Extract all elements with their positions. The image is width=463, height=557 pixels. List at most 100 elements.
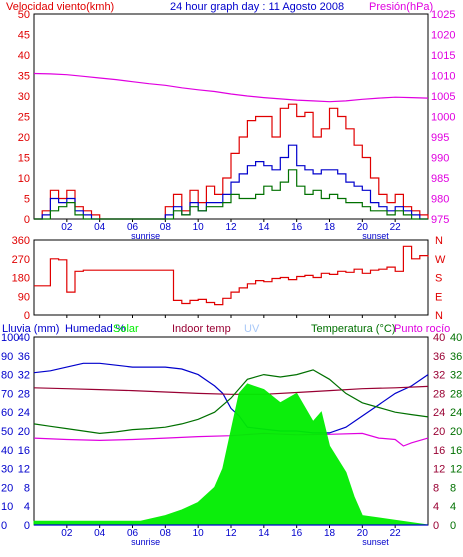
series-presi-n-hpa--line (33, 72, 429, 103)
temperature-y-tick-label: 24 (450, 407, 462, 419)
humidity-y-tick-label: 36 (18, 351, 30, 363)
humidity-y-tick-label: 0 (24, 520, 30, 532)
sunset-label: sunset (362, 537, 389, 547)
direction-y-tick-label: 180 (12, 273, 30, 285)
temperature-y-tick-label: 36 (450, 351, 462, 363)
x-tick-label: 06 (127, 222, 139, 233)
humidity-y-tick-label: 32 (18, 370, 30, 382)
x-tick-label: 10 (193, 528, 205, 539)
indoor-temp-y-tick-label: 24 (433, 407, 445, 419)
x-tick-label: 22 (390, 222, 402, 233)
x-tick-label: 18 (324, 528, 336, 539)
legend-rain: Lluvia (mm) (2, 323, 59, 335)
compass-label: S (435, 273, 442, 285)
wind-y-tick-label: 45 (18, 30, 30, 42)
series-racha-line (34, 144, 428, 220)
wind-y-tick-label: 0 (24, 214, 30, 226)
direction-y-tick-label: 270 (12, 254, 30, 266)
series-velocidad-viento-kmh--line (34, 103, 429, 220)
x-tick-label: 08 (160, 222, 172, 233)
pressure-y-tick-label: 985 (431, 173, 449, 185)
indoor-temp-y-tick-label: 16 (433, 445, 445, 457)
pressure-y-tick-label: 1020 (431, 30, 455, 42)
legend-uv: UV (244, 323, 260, 335)
rain-y-tick-label: 90 (1, 351, 13, 363)
temperature-y-tick-label: 40 (450, 332, 462, 344)
series-solar-area (33, 383, 429, 526)
rain-y-tick-label: 100 (1, 332, 19, 344)
wind-y-tick-label: 25 (18, 112, 30, 124)
direction-y-tick-label: 0 (24, 310, 30, 322)
pressure-y-tick-label: 1025 (431, 9, 455, 21)
x-tick-label: 04 (94, 528, 106, 539)
temperature-y-tick-label: 8 (450, 482, 456, 494)
temperature-y-tick-label: 32 (450, 370, 462, 382)
legend-temperature: Temperatura (°C) (311, 323, 395, 335)
indoor-temp-y-tick-label: 12 (433, 464, 445, 476)
x-tick-label: 14 (258, 528, 270, 539)
humidity-y-tick-label: 4 (24, 501, 30, 513)
humidity-y-tick-label: 24 (18, 407, 30, 419)
x-tick-label: 04 (94, 222, 106, 233)
indoor-temp-y-tick-label: 32 (433, 370, 445, 382)
legend-indoor: Indoor temp (172, 323, 231, 335)
humidity-y-tick-label: 20 (18, 426, 30, 438)
x-tick-label: 10 (193, 222, 205, 233)
series-humedad--line (33, 362, 429, 434)
rain-y-tick-label: 10 (1, 501, 13, 513)
rain-y-tick-label: 20 (1, 482, 13, 494)
x-tick-label: 14 (258, 222, 270, 233)
pressure-y-tick-label: 995 (431, 132, 449, 144)
x-tick-label: 16 (291, 222, 303, 233)
wind-y-tick-label: 5 (24, 194, 30, 206)
rain-y-tick-label: 60 (1, 407, 13, 419)
pressure-y-tick-label: 1005 (431, 91, 455, 103)
pressure-label: Presión(hPa) (369, 1, 433, 13)
x-tick-label: 08 (160, 528, 172, 539)
pressure-y-tick-label: 1000 (431, 112, 455, 124)
legend-solar: Solar (113, 323, 139, 335)
legend-humidity: Humedad % (65, 323, 126, 335)
pressure-y-tick-label: 975 (431, 214, 449, 226)
rain-y-tick-label: 80 (1, 370, 13, 382)
legend-dewpoint: Punto rocío (394, 323, 450, 335)
pressure-y-tick-label: 1010 (431, 71, 455, 83)
x-tick-label: 02 (61, 222, 73, 233)
temperature-y-tick-label: 20 (450, 426, 462, 438)
humidity-y-tick-label: 8 (24, 482, 30, 494)
direction-y-tick-label: 90 (18, 291, 30, 303)
temperature-y-tick-label: 12 (450, 464, 462, 476)
temperature-y-tick-label: 16 (450, 445, 462, 457)
indoor-temp-y-tick-label: 4 (433, 501, 439, 513)
series-indoor-temp-line (33, 385, 429, 395)
x-tick-label: 16 (291, 528, 303, 539)
indoor-temp-y-tick-label: 0 (433, 520, 439, 532)
x-tick-label: 22 (390, 528, 402, 539)
temperature-y-tick-label: 28 (450, 388, 462, 400)
humidity-y-tick-label: 40 (18, 332, 30, 344)
temperature-y-tick-label: 0 (450, 520, 456, 532)
compass-label: N (435, 310, 443, 322)
x-tick-label: 20 (357, 528, 369, 539)
direction-y-tick-label: 360 (12, 235, 30, 247)
humidity-y-tick-label: 16 (18, 445, 30, 457)
wind-y-tick-label: 15 (18, 153, 30, 165)
series-viento-medio-line (34, 169, 428, 220)
x-tick-label: 18 (324, 222, 336, 233)
indoor-temp-y-tick-label: 8 (433, 482, 439, 494)
indoor-temp-y-tick-label: 40 (433, 332, 445, 344)
compass-label: N (435, 235, 443, 247)
wind-y-tick-label: 20 (18, 132, 30, 144)
temperature-y-tick-label: 4 (450, 501, 456, 513)
pressure-y-tick-label: 980 (431, 194, 449, 206)
rain-y-tick-label: 50 (1, 426, 13, 438)
x-tick-label: 12 (225, 528, 237, 539)
indoor-temp-y-tick-label: 20 (433, 426, 445, 438)
humidity-y-tick-label: 28 (18, 388, 30, 400)
graph-title: 24 hour graph day : 11 Agosto 2008 (170, 1, 344, 13)
rain-y-tick-label: 70 (1, 388, 13, 400)
wind-y-tick-label: 10 (18, 173, 30, 185)
compass-label: E (435, 291, 442, 303)
